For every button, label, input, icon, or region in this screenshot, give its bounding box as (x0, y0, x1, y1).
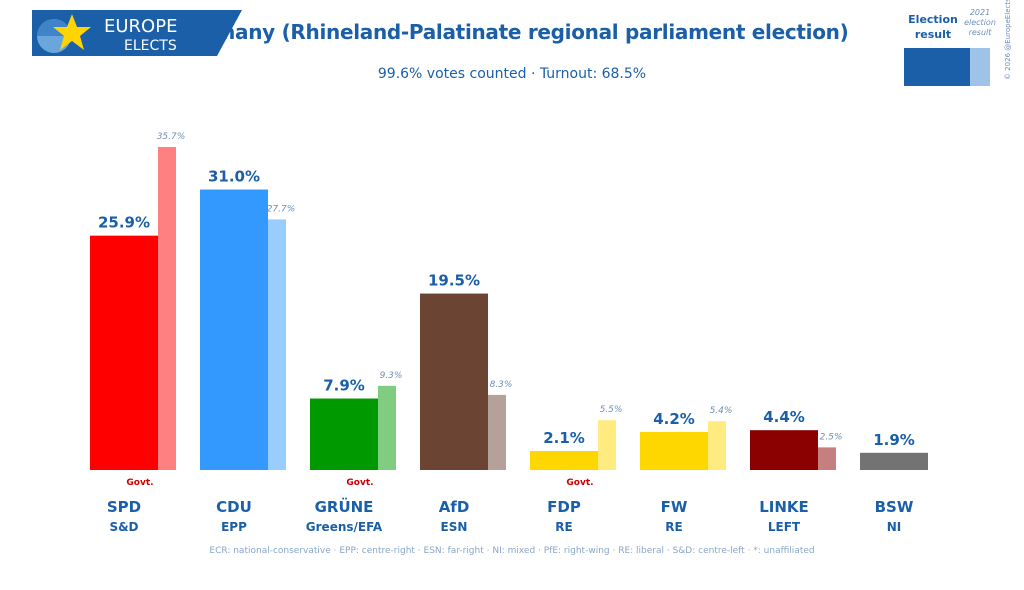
legend-current-swatch (904, 48, 970, 86)
chart-subtitle: 99.6% votes counted · Turnout: 68.5% (377, 66, 647, 82)
star-icon (53, 14, 91, 50)
group-label-linke: LEFT (768, 520, 801, 534)
bar-previous-cdu (268, 219, 286, 470)
data-label-previous-linke: 2.5% (820, 432, 843, 442)
data-label-current-cdu: 31.0% (208, 168, 260, 186)
group-label-fdp: RE (555, 520, 572, 534)
bar-previous-fdp (598, 420, 616, 470)
data-label-current-spd: 25.9% (98, 214, 150, 232)
group-label-grne: Greens/EFA (306, 520, 383, 534)
data-label-current-linke: 4.4% (763, 408, 805, 426)
data-label-previous-spd: 35.7% (157, 132, 186, 142)
group-label-cdu: EPP (221, 520, 247, 534)
legend-previous-swatch (970, 48, 990, 86)
data-label-current-fw: 4.2% (653, 410, 695, 428)
data-label-previous-afd: 8.3% (490, 380, 513, 390)
bar-current-bsw (860, 452, 928, 470)
group-label-spd: S&D (109, 520, 138, 534)
govt-marker-fdp: Govt. (566, 478, 593, 488)
bar-current-fw (640, 432, 708, 470)
party-label-fdp: FDP (547, 498, 581, 516)
party-label-afd: AfD (439, 498, 470, 516)
chart-title: Germany (Rhineland-Palatinate regional p… (175, 20, 849, 44)
bar-previous-grne (378, 385, 396, 470)
bar-current-linke (750, 430, 818, 470)
group-label-afd: ESN (441, 520, 468, 534)
data-label-previous-grne: 9.3% (380, 371, 403, 381)
bar-previous-fw (708, 421, 726, 470)
bar-current-cdu (200, 189, 268, 470)
legend-current-label: Election result (908, 13, 958, 41)
legend-previous-label: 2021 election result (964, 8, 996, 37)
data-label-current-grne: 7.9% (323, 377, 365, 395)
govt-marker-grne: Govt. (346, 478, 373, 488)
europe-elects-logo: EUROPE ELECTS (32, 10, 242, 56)
logo-line1: EUROPE (104, 16, 177, 37)
party-label-linke: LINKE (759, 498, 809, 516)
data-label-current-fdp: 2.1% (543, 429, 585, 447)
data-label-previous-cdu: 27.7% (267, 204, 296, 214)
party-label-cdu: CDU (216, 498, 252, 516)
party-label-grne: GRÜNE (315, 497, 374, 516)
bar-current-fdp (530, 451, 598, 470)
legend: Election result 2021 election result (904, 8, 1004, 88)
bar-previous-afd (488, 394, 506, 470)
bar-current-grne (310, 398, 378, 470)
data-label-current-bsw: 1.9% (873, 431, 915, 449)
bar-current-spd (90, 235, 158, 470)
bar-previous-linke (818, 447, 836, 470)
data-label-previous-fw: 5.4% (710, 406, 733, 416)
group-label-bsw: NI (887, 520, 902, 534)
bar-previous-spd (158, 147, 176, 470)
data-label-current-afd: 19.5% (428, 272, 480, 290)
data-label-previous-fdp: 5.5% (600, 405, 623, 415)
logo-line2: ELECTS (124, 38, 177, 54)
govt-marker-spd: Govt. (126, 478, 153, 488)
group-label-fw: RE (665, 520, 682, 534)
footnote: ECR: national-conservative · EPP: centre… (209, 546, 815, 556)
party-label-fw: FW (661, 498, 688, 516)
bar-current-afd (420, 293, 488, 470)
party-label-bsw: BSW (875, 498, 914, 516)
party-label-spd: SPD (107, 498, 141, 516)
